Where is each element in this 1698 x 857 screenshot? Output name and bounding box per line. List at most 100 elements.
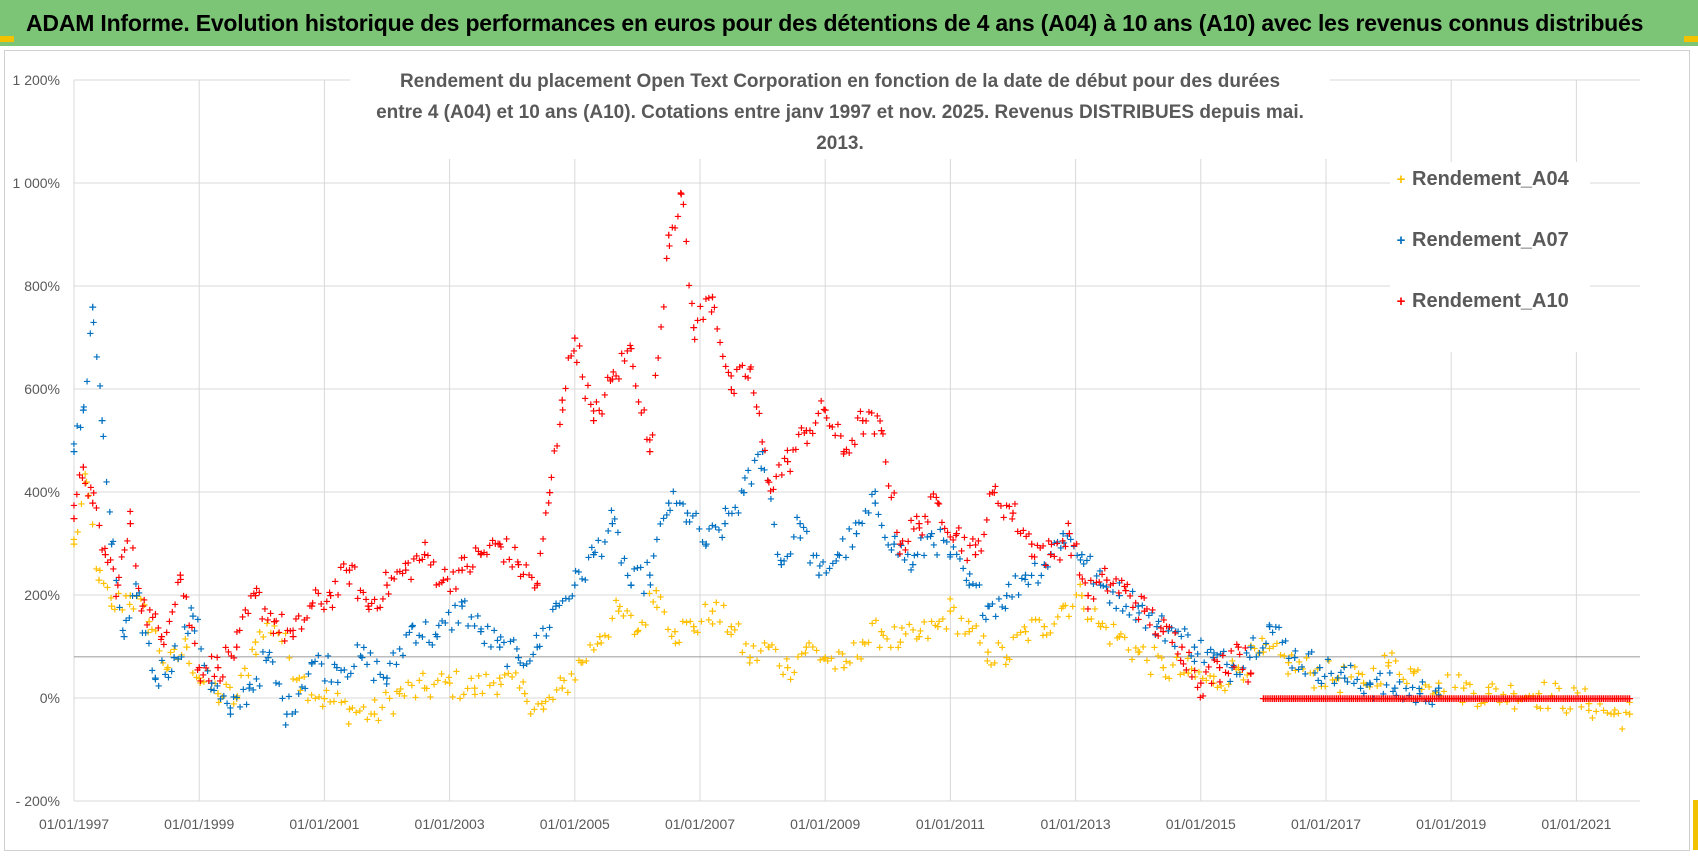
data-point: + <box>570 346 578 357</box>
data-point: + <box>393 687 401 698</box>
data-point: + <box>1263 692 1272 705</box>
data-point: + <box>96 566 104 577</box>
data-point: + <box>623 606 631 617</box>
data-point: + <box>664 624 672 635</box>
data-point: + <box>608 373 617 386</box>
data-point: + <box>1272 622 1280 633</box>
data-point: + <box>226 703 234 714</box>
data-point: + <box>162 627 170 638</box>
data-point: + <box>1135 608 1143 619</box>
legend-item-a07: + Rendement_A07 <box>1390 229 1569 252</box>
data-point: + <box>924 517 932 528</box>
data-point: + <box>803 526 811 537</box>
data-point: + <box>623 346 631 357</box>
data-point: + <box>1138 600 1146 611</box>
data-point: + <box>69 512 78 525</box>
data-point: + <box>494 539 502 550</box>
data-point: + <box>125 600 133 611</box>
data-point: + <box>88 496 97 509</box>
data-point: + <box>129 604 137 615</box>
data-point: + <box>1425 682 1433 693</box>
data-point: + <box>74 527 82 538</box>
data-point: + <box>1227 646 1235 657</box>
data-point: + <box>570 579 579 592</box>
data-point: + <box>76 422 84 433</box>
data-point: + <box>337 697 345 708</box>
data-point: + <box>1499 692 1508 705</box>
data-point: + <box>1161 672 1169 683</box>
data-point: + <box>541 696 549 707</box>
data-point: + <box>786 549 794 560</box>
data-point: + <box>1206 644 1214 655</box>
data-point: + <box>370 707 379 720</box>
data-point: + <box>1134 646 1143 659</box>
data-point: + <box>1581 684 1589 695</box>
data-point: + <box>1176 670 1184 681</box>
data-point: + <box>971 540 979 551</box>
data-point: + <box>148 666 156 677</box>
data-point: + <box>1607 709 1615 720</box>
data-point: + <box>901 545 909 556</box>
data-point: + <box>747 362 755 373</box>
chart-title-line-2: entre 4 (A04) et 10 ans (A10). Cotations… <box>376 102 1304 154</box>
data-point: + <box>1174 649 1182 660</box>
data-point: + <box>1421 680 1429 691</box>
data-point: + <box>1187 664 1195 675</box>
data-point: + <box>382 579 391 592</box>
data-point: + <box>98 545 106 556</box>
data-point: + <box>772 472 780 483</box>
data-point: + <box>404 678 412 689</box>
data-point: + <box>536 548 544 559</box>
data-point: + <box>1540 692 1549 705</box>
data-point: + <box>1072 590 1080 601</box>
data-point: + <box>311 693 319 704</box>
data-point: + <box>300 615 308 626</box>
data-point: + <box>809 642 817 653</box>
data-point: + <box>965 569 973 580</box>
data-point: + <box>627 581 635 592</box>
data-point: + <box>1272 692 1281 705</box>
data-point: + <box>419 669 427 680</box>
data-point: + <box>1001 604 1009 615</box>
data-point: + <box>738 360 746 371</box>
data-point: + <box>1102 582 1110 593</box>
data-point: + <box>1176 655 1184 666</box>
data-point: + <box>1180 668 1188 679</box>
data-point: + <box>1503 692 1512 705</box>
data-point: + <box>229 699 237 710</box>
data-point: + <box>834 419 842 430</box>
data-point: + <box>523 697 531 708</box>
data-point: + <box>1469 692 1478 705</box>
data-point: + <box>1595 692 1604 705</box>
data-point: + <box>1013 630 1021 641</box>
data-point: + <box>646 435 654 446</box>
data-point: + <box>348 561 356 572</box>
data-point: + <box>685 280 693 291</box>
data-point: + <box>842 656 850 667</box>
data-point: + <box>396 566 404 577</box>
data-point: + <box>404 558 412 569</box>
data-point: + <box>1463 692 1472 705</box>
data-point: + <box>679 617 687 628</box>
data-point: + <box>777 556 785 567</box>
data-point: + <box>291 707 299 718</box>
data-point: + <box>799 522 807 533</box>
legend-label-a07: Rendement_A07 <box>1412 229 1569 251</box>
data-point: + <box>1608 692 1617 705</box>
data-point: + <box>584 553 592 564</box>
data-point: + <box>1327 669 1335 680</box>
data-point: + <box>884 540 892 551</box>
chart-title: Rendement du placement Open Text Corpora… <box>350 66 1330 159</box>
data-point: + <box>301 684 309 695</box>
data-point: + <box>1261 692 1270 705</box>
data-point: + <box>396 644 404 655</box>
data-point: + <box>393 567 401 578</box>
data-point: + <box>112 591 120 602</box>
data-point: + <box>519 677 527 688</box>
data-point: + <box>1321 681 1329 692</box>
data-point: + <box>1400 692 1409 705</box>
data-point: + <box>1207 678 1215 689</box>
data-point: + <box>1450 692 1459 705</box>
data-point: + <box>1203 647 1211 658</box>
data-point: + <box>952 550 960 561</box>
